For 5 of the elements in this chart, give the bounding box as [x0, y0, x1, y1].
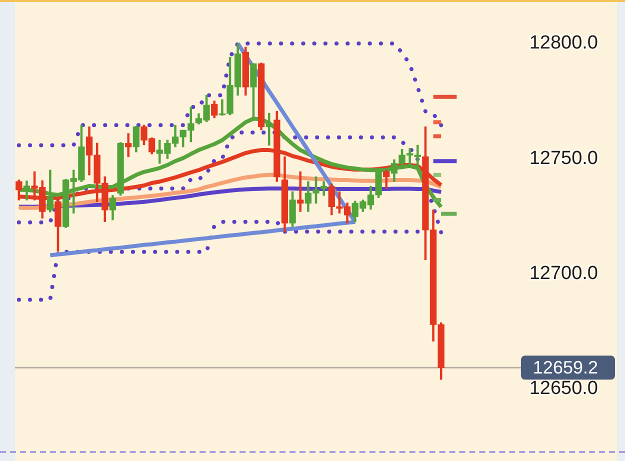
y-tick-label: 12800.0	[529, 32, 598, 54]
y-tick-label: 12700.0	[529, 262, 598, 284]
y-tick-label: 12750.0	[529, 148, 598, 169]
ref-line-label: 12659.2	[532, 358, 598, 378]
y-tick-label: 12650.0	[529, 378, 598, 400]
